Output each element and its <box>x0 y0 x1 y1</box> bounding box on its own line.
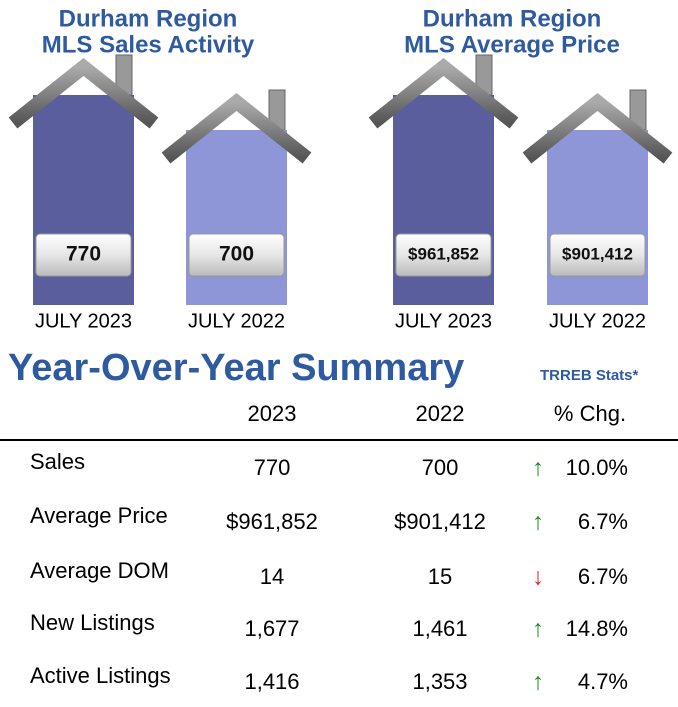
column-header: 2023 <box>248 401 297 426</box>
house-value: 700 <box>219 243 254 266</box>
house-label: JULY 2022 <box>188 310 285 332</box>
row-label: Average DOM <box>30 558 169 583</box>
roof <box>161 93 312 164</box>
house-value: $961,852 <box>408 244 479 263</box>
cell: 4.7% <box>578 669 628 694</box>
cell: 700 <box>422 455 459 480</box>
cell: 1,353 <box>412 669 467 694</box>
cell: 6.7% <box>578 509 628 534</box>
house-value: 770 <box>66 243 101 266</box>
house-label: JULY 2023 <box>35 310 132 332</box>
source: TRREB Stats* <box>540 367 639 384</box>
panel-title: Durham Region <box>423 5 602 32</box>
row-label: Average Price <box>30 503 168 528</box>
cell: 14.8% <box>566 616 628 641</box>
roof <box>368 58 519 129</box>
trend-arrow: ↑ <box>532 668 544 695</box>
cell: 14 <box>260 564 284 589</box>
panel-title: MLS Sales Activity <box>42 31 255 58</box>
trend-arrow: ↑ <box>532 508 544 535</box>
value-box <box>549 233 646 277</box>
roof <box>8 58 159 129</box>
cell: 1,416 <box>244 669 299 694</box>
value-box <box>35 233 132 277</box>
trend-arrow: ↑ <box>532 454 544 481</box>
value-box <box>188 233 285 277</box>
summary-title: Year-Over-Year Summary <box>8 347 464 389</box>
cell: 770 <box>254 455 291 480</box>
column-header: % Chg. <box>554 401 626 426</box>
house-value: $901,412 <box>562 244 633 263</box>
cell: 10.0% <box>566 455 628 480</box>
panel-title: Durham Region <box>59 5 238 32</box>
column-header: 2022 <box>416 401 465 426</box>
cell: 1,677 <box>244 616 299 641</box>
panel-title: MLS Average Price <box>404 31 620 58</box>
trend-arrow: ↓ <box>532 563 544 590</box>
trend-arrow: ↑ <box>532 615 544 642</box>
house-label: JULY 2023 <box>395 310 492 332</box>
cell: $961,852 <box>226 509 318 534</box>
row-label: Sales <box>30 449 85 474</box>
row-label: Active Listings <box>30 663 171 688</box>
house-body <box>186 130 287 305</box>
cell: 6.7% <box>578 564 628 589</box>
house-label: JULY 2022 <box>549 310 646 332</box>
value-box <box>395 233 492 277</box>
cell: $901,412 <box>394 509 486 534</box>
house-body <box>547 130 648 305</box>
roof <box>522 93 673 164</box>
cell: 1,461 <box>412 616 467 641</box>
row-label: New Listings <box>30 610 155 635</box>
cell: 15 <box>428 564 452 589</box>
